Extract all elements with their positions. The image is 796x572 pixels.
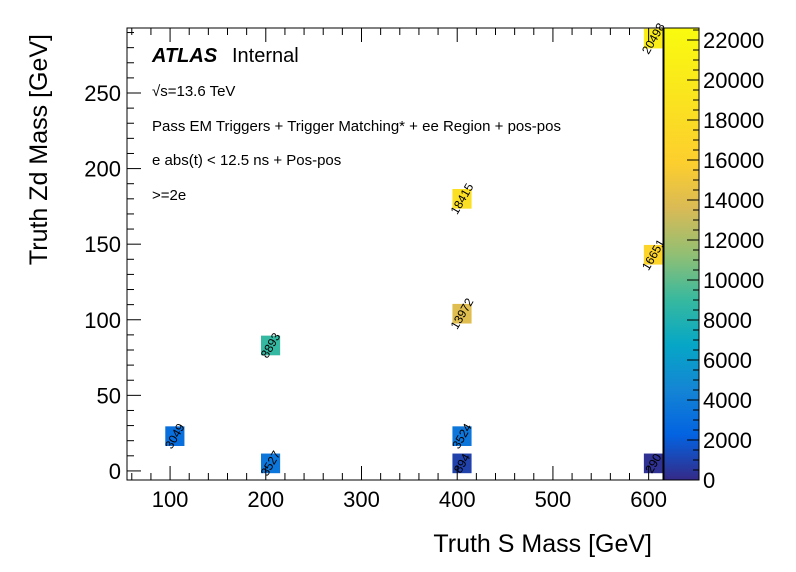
x-tick-label: 500 (535, 487, 572, 512)
y-tick-label: 150 (84, 232, 121, 257)
z-tick-label: 4000 (703, 388, 752, 413)
z-tick-label: 14000 (703, 188, 764, 213)
y-axis-label: Truth Zd Mass [GeV] (25, 34, 53, 265)
x-tick-label: 100 (152, 487, 189, 512)
x-tick-label: 400 (439, 487, 476, 512)
z-tick-label: 22000 (703, 28, 764, 53)
z-tick-label: 20000 (703, 68, 764, 93)
colorbar (663, 27, 700, 481)
y-tick-label: 50 (97, 383, 121, 408)
heatmap-cell (643, 244, 663, 265)
plot-frame (126, 27, 664, 481)
colorbar-ticks: 0 2000 4000 6000 8000 10000 12000 14000 16000 180… (687, 28, 764, 493)
heatmap-cell (452, 188, 472, 209)
z-tick-label: 12000 (703, 228, 764, 253)
selection-line-3: >=2e (152, 187, 186, 204)
z-tick-label: 8000 (703, 308, 752, 333)
heatmap-cell (165, 426, 185, 446)
y-tick-label: 250 (84, 81, 121, 106)
z-tick-label: 6000 (703, 348, 752, 373)
heatmap-cell (452, 303, 472, 324)
x-axis-ticks: 100 200 300 400 500 600 (131, 28, 667, 512)
z-tick-label: 0 (703, 468, 715, 493)
energy-label: √s=13.6 TeV (152, 83, 235, 100)
y-tick-label: 200 (84, 157, 121, 182)
y-tick-label: 100 (84, 308, 121, 333)
internal-label: Internal (232, 45, 299, 67)
cell-value-label: 18415 (448, 181, 477, 217)
heatmap-cells: 3049352788938943524139721841529016651204… (162, 20, 668, 478)
selection-line-1: Pass EM Triggers + Trigger Matching* + e… (152, 118, 561, 135)
y-axis-ticks: 0 50 100 150 200 250 (84, 32, 141, 484)
z-tick-label: 10000 (703, 268, 764, 293)
x-axis-label: Truth S Mass [GeV] (433, 530, 652, 558)
y-tick-label: 0 (109, 459, 121, 484)
x-tick-label: 300 (343, 487, 380, 512)
x-tick-label: 200 (247, 487, 284, 512)
selection-line-2: e abs(t) < 12.5 ns + Pos-pos (152, 152, 341, 169)
x-tick-label: 600 (630, 487, 667, 512)
atlas-label: ATLAS (151, 45, 218, 67)
heatmap-cell (261, 335, 281, 356)
z-tick-label: 2000 (703, 428, 752, 453)
z-tick-label: 16000 (703, 148, 764, 173)
heatmap-cell (452, 426, 472, 446)
z-tick-label: 18000 (703, 108, 764, 133)
cell-value-label: 13972 (448, 295, 477, 331)
